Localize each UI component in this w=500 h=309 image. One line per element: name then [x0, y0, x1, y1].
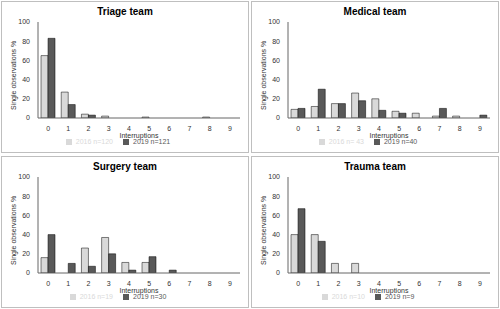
svg-text:1: 1 — [316, 279, 320, 286]
svg-text:1: 1 — [66, 279, 70, 286]
svg-text:7: 7 — [188, 279, 192, 286]
svg-text:Interruptions: Interruptions — [120, 132, 159, 140]
svg-text:Single observations %: Single observations % — [260, 195, 268, 264]
svg-text:60: 60 — [22, 57, 30, 64]
svg-text:80: 80 — [272, 38, 280, 45]
svg-text:2: 2 — [337, 279, 341, 286]
svg-text:20: 20 — [272, 95, 280, 102]
svg-text:6: 6 — [417, 125, 421, 132]
svg-text:Single observations %: Single observations % — [10, 195, 18, 264]
svg-text:7: 7 — [438, 125, 442, 132]
svg-text:4: 4 — [377, 279, 381, 286]
svg-text:40: 40 — [22, 231, 30, 238]
svg-text:40: 40 — [272, 76, 280, 83]
svg-text:4: 4 — [127, 125, 131, 132]
svg-text:60: 60 — [272, 211, 280, 218]
svg-text:80: 80 — [22, 38, 30, 45]
svg-text:Interruptions: Interruptions — [370, 132, 409, 140]
svg-text:100: 100 — [268, 173, 280, 180]
svg-text:Interruptions: Interruptions — [370, 287, 409, 295]
svg-text:3: 3 — [107, 125, 111, 132]
svg-text:20: 20 — [22, 95, 30, 102]
svg-text:40: 40 — [272, 231, 280, 238]
svg-text:20: 20 — [272, 250, 280, 257]
svg-text:9: 9 — [228, 279, 232, 286]
svg-text:6: 6 — [417, 279, 421, 286]
svg-text:100: 100 — [18, 173, 30, 180]
svg-text:5: 5 — [147, 125, 151, 132]
svg-text:4: 4 — [127, 279, 131, 286]
svg-text:3: 3 — [107, 279, 111, 286]
svg-text:1: 1 — [316, 125, 320, 132]
svg-text:60: 60 — [22, 211, 30, 218]
svg-text:Single observations %: Single observations % — [10, 41, 18, 110]
svg-text:0: 0 — [46, 125, 50, 132]
svg-text:3: 3 — [357, 125, 361, 132]
svg-text:60: 60 — [272, 57, 280, 64]
svg-text:9: 9 — [228, 125, 232, 132]
svg-text:0: 0 — [46, 279, 50, 286]
svg-text:0: 0 — [276, 269, 280, 276]
svg-text:1: 1 — [66, 125, 70, 132]
svg-text:7: 7 — [188, 125, 192, 132]
svg-text:6: 6 — [167, 125, 171, 132]
svg-text:100: 100 — [268, 18, 280, 25]
svg-text:0: 0 — [26, 114, 30, 121]
svg-text:9: 9 — [478, 125, 482, 132]
svg-text:100: 100 — [18, 18, 30, 25]
svg-text:2: 2 — [87, 279, 91, 286]
svg-text:9: 9 — [478, 279, 482, 286]
svg-text:0: 0 — [296, 279, 300, 286]
svg-text:3: 3 — [357, 279, 361, 286]
svg-text:8: 8 — [208, 125, 212, 132]
svg-text:4: 4 — [377, 125, 381, 132]
svg-text:20: 20 — [22, 250, 30, 257]
svg-text:Single observations %: Single observations % — [260, 41, 268, 110]
svg-text:5: 5 — [397, 279, 401, 286]
svg-text:0: 0 — [26, 269, 30, 276]
svg-text:2: 2 — [87, 125, 91, 132]
svg-text:5: 5 — [147, 279, 151, 286]
svg-text:8: 8 — [458, 279, 462, 286]
svg-text:7: 7 — [438, 279, 442, 286]
svg-text:40: 40 — [22, 76, 30, 83]
svg-text:0: 0 — [296, 125, 300, 132]
svg-text:8: 8 — [208, 279, 212, 286]
svg-text:6: 6 — [167, 279, 171, 286]
svg-text:Interruptions: Interruptions — [120, 287, 159, 295]
svg-text:8: 8 — [458, 125, 462, 132]
svg-text:0: 0 — [276, 114, 280, 121]
svg-text:80: 80 — [22, 192, 30, 199]
svg-text:2: 2 — [337, 125, 341, 132]
svg-text:80: 80 — [272, 192, 280, 199]
svg-text:5: 5 — [397, 125, 401, 132]
